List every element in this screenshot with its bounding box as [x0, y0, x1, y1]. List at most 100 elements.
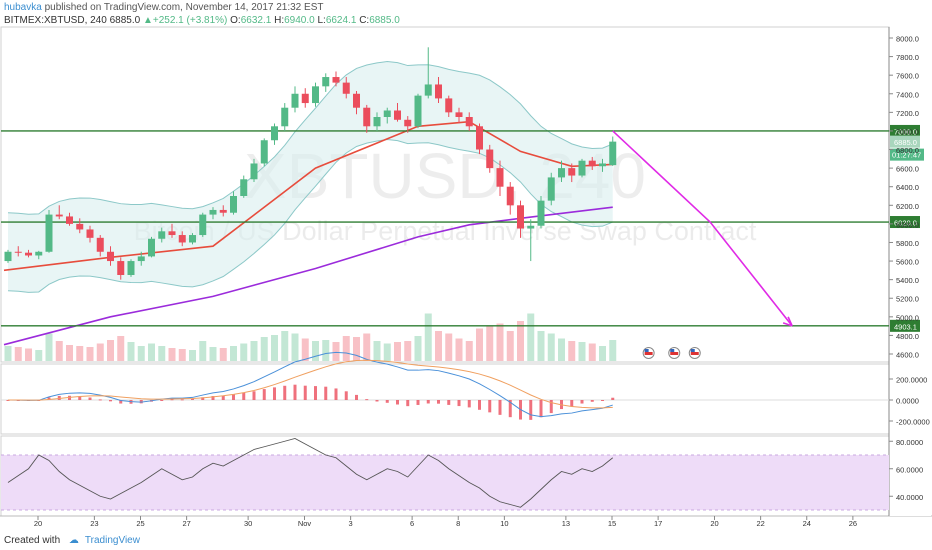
rsi-tick-label: 60.0000	[896, 465, 923, 474]
us-flag-event-icon	[690, 352, 699, 355]
volume-bar	[537, 331, 545, 361]
time-tick-label: 6	[410, 519, 414, 528]
volume-bar	[107, 340, 114, 361]
macd-histogram-bar	[88, 397, 92, 400]
bollinger-upper-line	[7, 60, 613, 215]
macd-histogram-bar	[406, 400, 410, 407]
arrowhead-icon	[782, 316, 793, 327]
macd-histogram-bar	[232, 394, 235, 400]
macd-signal-line	[7, 359, 613, 409]
candle-body	[373, 117, 381, 127]
candle-body	[117, 261, 125, 275]
symbol-label[interactable]: BITMEX:XBTUSD, 240	[4, 15, 107, 26]
level-price-tag	[890, 124, 920, 137]
candle-body	[496, 168, 504, 187]
volume-bar	[486, 326, 494, 361]
volume-bar	[301, 338, 309, 361]
candle-body	[404, 119, 412, 127]
bollinger-lower-line	[7, 139, 613, 293]
created-with-label: Created with	[4, 535, 61, 546]
tradingview-brand[interactable]: TradingView	[84, 535, 140, 546]
volume-bar	[35, 350, 43, 361]
candle-body	[45, 214, 53, 252]
macd-histogram-bar	[447, 400, 451, 405]
macd-histogram-bar	[334, 388, 338, 400]
volume-bar	[25, 348, 32, 361]
macd-histogram-bar	[273, 387, 276, 400]
volume-bar	[363, 333, 371, 361]
volume-bar	[404, 341, 412, 361]
macd-histogram-bar	[98, 399, 102, 401]
price-axis[interactable]	[889, 27, 931, 516]
macd-pane[interactable]	[0, 363, 890, 435]
event-markers[interactable]	[642, 347, 701, 359]
price-tick-label: 6200.0	[896, 202, 919, 211]
price-tick-label: 6600.0	[896, 165, 919, 174]
candle-body	[219, 209, 227, 213]
projection-arrow-line	[612, 130, 793, 327]
macd-histogram-bar	[498, 400, 502, 415]
candle-body	[291, 93, 299, 108]
volume-bar	[445, 333, 453, 361]
candles[interactable]	[4, 47, 617, 280]
macd-histogram-bar	[191, 398, 194, 400]
time-tick-label: 10	[500, 519, 508, 528]
time-tick-label: 23	[90, 519, 98, 528]
rsi-tick-label: 80.0000	[896, 438, 923, 447]
volume-bar	[609, 340, 617, 361]
candle-body	[168, 231, 176, 236]
volume-bar	[117, 336, 125, 361]
time-tick-label: 3	[349, 519, 353, 528]
candle-body	[363, 107, 371, 127]
macd-histogram-bar	[293, 384, 297, 400]
macd-indicator	[1, 351, 889, 420]
volume-bar	[230, 346, 237, 361]
price-tick-label: 8000.0	[896, 35, 919, 44]
volume-bar	[496, 323, 504, 361]
author-name[interactable]: hubavka	[4, 2, 42, 13]
macd-histogram-bar	[416, 400, 420, 405]
candle-body	[230, 196, 237, 213]
projection-arrow[interactable]	[612, 130, 793, 327]
price-tick-label: 7200.0	[896, 109, 919, 118]
candle-body	[35, 251, 43, 256]
countdown-tag	[890, 148, 924, 161]
rsi-line	[7, 438, 614, 508]
candle-body	[568, 168, 576, 176]
macd-histogram-bar	[611, 397, 615, 400]
macd-histogram-bar	[549, 400, 553, 414]
last-price: 6885.0	[109, 15, 141, 26]
price-tick-label: 5400.0	[896, 276, 919, 285]
volume-bar	[209, 347, 217, 361]
horizontal-levels[interactable]: 7000.0 6020.0 4903.1 6885.0 01:27:47	[1, 124, 924, 332]
level-price-label: 7000.0	[894, 127, 917, 136]
candle-body	[25, 252, 32, 256]
candle-body	[609, 141, 617, 166]
volume-bar	[4, 346, 12, 361]
macd-histogram-bar	[590, 400, 594, 402]
candle-body	[55, 214, 63, 217]
candle-body	[476, 126, 483, 150]
volume-bar	[373, 341, 381, 361]
macd-histogram-bar	[365, 399, 369, 401]
close-value: 6885.0	[369, 15, 400, 26]
us-flag-event-icon	[644, 349, 649, 352]
candle-body	[76, 223, 84, 230]
tradingview-logo-icon[interactable]: ☁	[68, 535, 79, 546]
published-info: published on TradingView.com, November 1…	[44, 2, 324, 13]
rsi-indicator	[1, 438, 889, 511]
time-axis[interactable]: 20 23 25 27 30 Nov 3 6 8 10 13 15 17 20 22 24 26	[34, 516, 857, 528]
volume-bar	[424, 313, 432, 361]
macd-tick-label: 200.0000	[896, 376, 927, 385]
volume-bar	[383, 343, 391, 361]
time-tick-label: 20	[34, 519, 42, 528]
candle-body	[4, 251, 12, 262]
macd-histogram-bar	[385, 400, 389, 403]
candle-body	[414, 95, 422, 127]
price-tick-label: 6400.0	[896, 183, 919, 192]
macd-histogram-bar	[119, 400, 123, 404]
time-tick-label: 27	[182, 519, 190, 528]
candle-body	[189, 235, 196, 243]
rsi-band	[1, 455, 889, 510]
